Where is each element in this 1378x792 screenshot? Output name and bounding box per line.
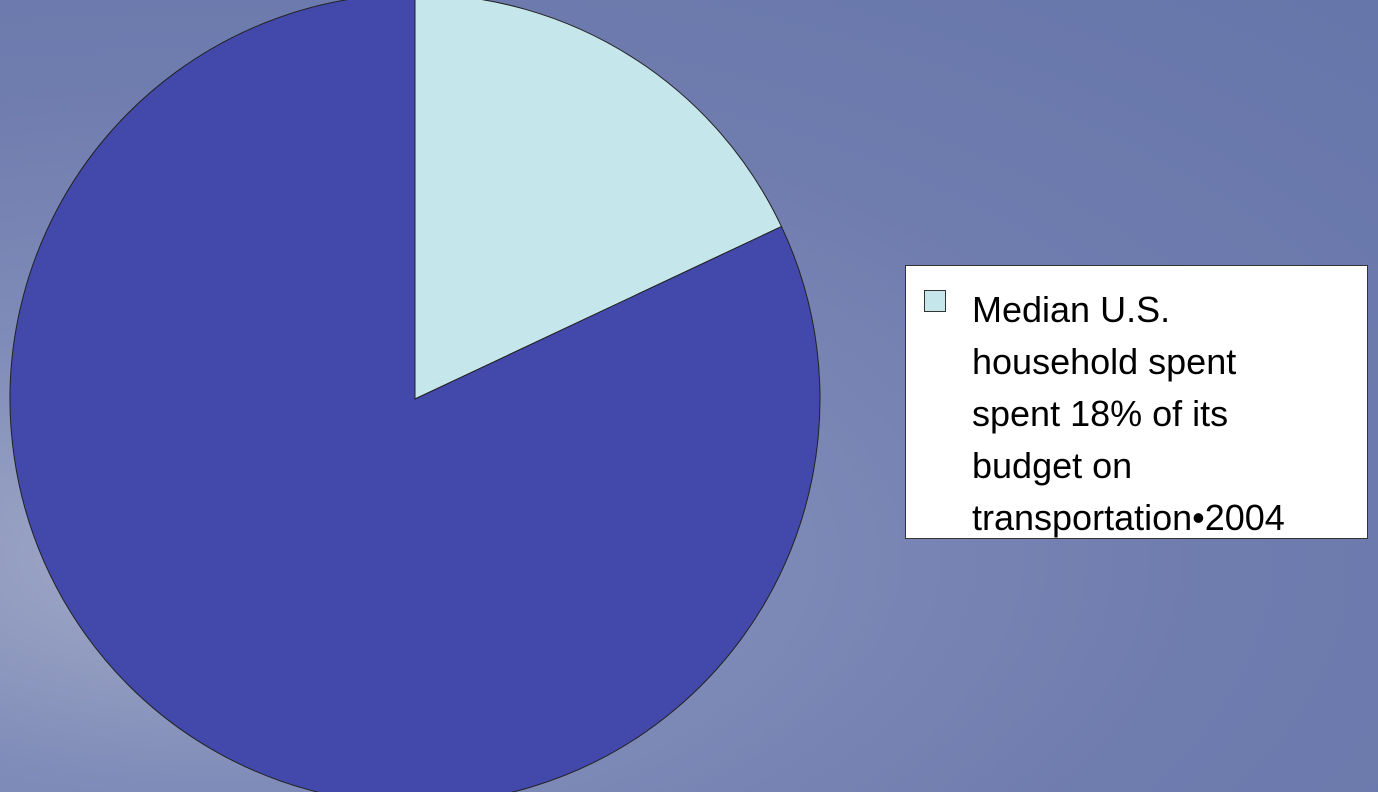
legend-swatch [924,290,946,312]
legend: Median U.S. household spent spent 18% of… [905,265,1368,539]
page: Median U.S. household spent spent 18% of… [0,0,1378,792]
legend-label: Median U.S. household spent spent 18% of… [972,284,1302,544]
